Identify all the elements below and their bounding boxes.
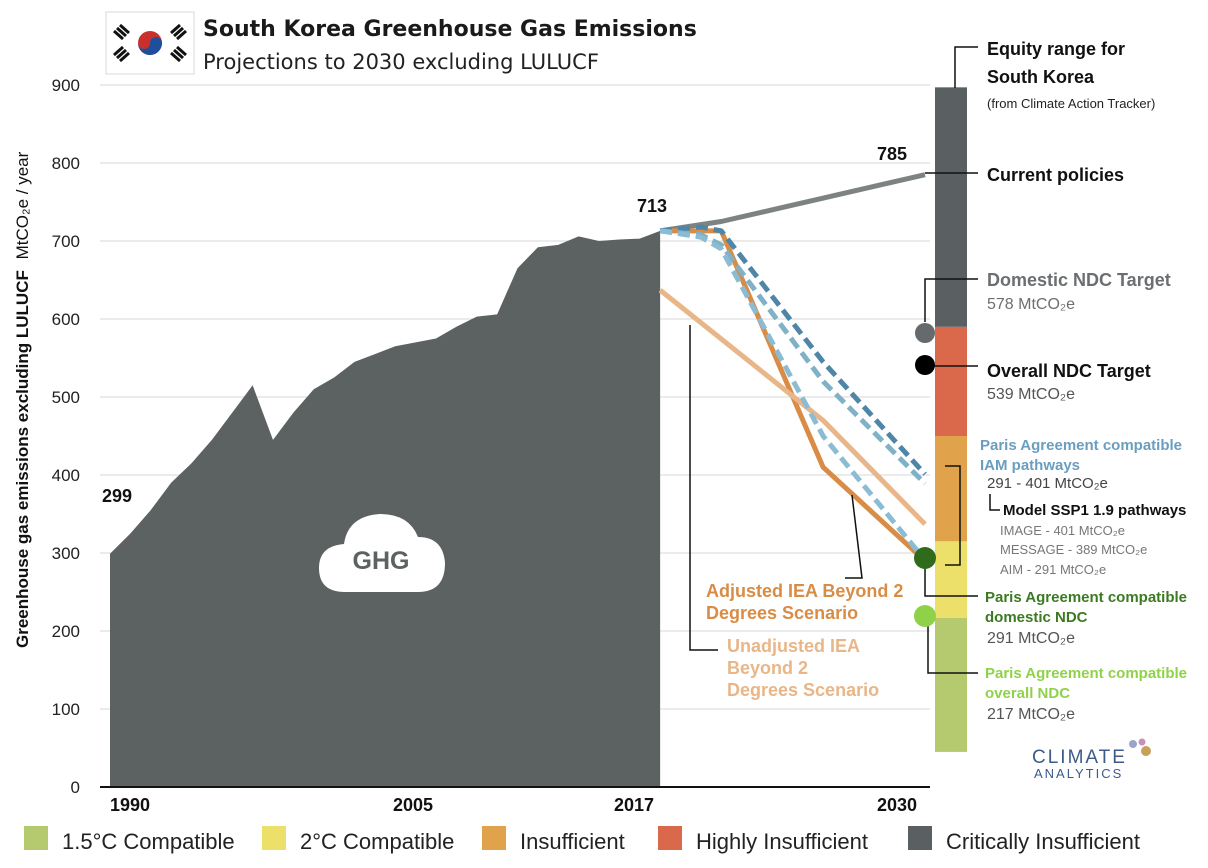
overall-ndc-label: Overall NDC Target — [987, 361, 1151, 381]
ghg-label: GHG — [353, 547, 410, 575]
start-value-label: 299 — [102, 486, 132, 506]
legend: 1.5°C Compatible 2°C Compatible Insufficie… — [24, 826, 1140, 854]
y-tick-label: 100 — [52, 700, 80, 719]
historical-emissions-area — [110, 230, 661, 788]
ssp-image: IMAGE - 401 MtCO₂e — [1000, 523, 1125, 538]
series-line-image — [659, 224, 927, 476]
domestic-ndc-value: 578 MtCO₂e — [987, 296, 1075, 313]
chart-subtitle: Projections to 2030 excluding LULUCF — [203, 50, 599, 74]
x-tick-2030: 2030 — [877, 795, 917, 815]
paris-domestic-label-1: Paris Agreement compatible — [985, 589, 1187, 606]
unadjusted-label-2: Beyond 2 — [727, 658, 808, 678]
paris-iam-label-2: IAM pathways — [980, 457, 1080, 474]
adjusted-label-2: Degrees Scenario — [706, 603, 858, 623]
series-line-current-policies — [659, 172, 926, 234]
y-axis-label-unit: MtCO₂e / year — [13, 151, 32, 259]
paris-overall-value: 217 MtCO₂e — [987, 706, 1075, 723]
paris-domestic-ndc-marker — [914, 547, 936, 569]
legend-label: 2°C Compatible — [300, 829, 454, 854]
series-line-message — [659, 228, 927, 486]
y-tick-label: 600 — [52, 310, 80, 329]
domestic-ndc-marker — [915, 323, 935, 343]
paris-overall-label-1: Paris Agreement compatible — [985, 665, 1187, 682]
unadjusted-leader-line — [689, 325, 718, 651]
y-tick-label: 300 — [52, 544, 80, 563]
climate-analytics-logo: CLIMATE ANALYTICS — [1032, 738, 1151, 781]
y-tick-label: 800 — [52, 154, 80, 173]
equity-segment-highly-insufficient — [935, 326, 967, 436]
legend-label: Highly Insufficient — [696, 829, 868, 854]
x-tick-1990: 1990 — [110, 795, 150, 815]
y-tick-label: 200 — [52, 622, 80, 641]
series-line-aim — [659, 228, 927, 562]
legend-swatch — [24, 826, 48, 850]
unadjusted-label-3: Degrees Scenario — [727, 680, 879, 700]
y-axis-label-main: Greenhouse gas emissions excluding LULUC… — [13, 270, 32, 648]
legend-swatch — [658, 826, 682, 850]
equity-title-1: Equity range for — [987, 39, 1125, 59]
equity-segment-2-c-compatible — [935, 541, 967, 618]
equity-source: (from Climate Action Tracker) — [987, 96, 1155, 111]
y-tick-label: 700 — [52, 232, 80, 251]
projection-lines — [658, 172, 927, 563]
paris-overall-label-2: overall NDC — [985, 685, 1070, 702]
right-leader-lines — [924, 46, 1000, 674]
paris-domestic-label-2: domestic NDC — [985, 609, 1088, 626]
y-axis-label: Greenhouse gas emissions excluding LULUC… — [13, 151, 32, 648]
overall-ndc-marker — [915, 355, 935, 375]
south-korea-flag-icon — [105, 11, 195, 75]
x-tick-2017: 2017 — [614, 795, 654, 815]
paris-overall-ndc-marker — [914, 605, 936, 627]
x-tick-2005: 2005 — [393, 795, 433, 815]
current-policies-label: Current policies — [987, 165, 1124, 185]
legend-label: 1.5°C Compatible — [62, 829, 235, 854]
y-tick-label: 0 — [71, 778, 80, 797]
legend-swatch — [482, 826, 506, 850]
ssp-aim: AIM - 291 MtCO₂e — [1000, 562, 1106, 577]
legend-swatch — [262, 826, 286, 850]
unadjusted-label-1: Unadjusted IEA — [727, 636, 860, 656]
historical-area — [110, 230, 661, 788]
y-tick-label: 400 — [52, 466, 80, 485]
ghg-cloud-icon: GHG — [319, 514, 445, 592]
adjusted-label-1: Adjusted IEA Beyond 2 — [706, 581, 903, 601]
logo-line-1: CLIMATE — [1032, 747, 1127, 768]
legend-label: Critically Insufficient — [946, 829, 1140, 854]
value-2030-label: 785 — [877, 144, 907, 164]
y-tick-label: 500 — [52, 388, 80, 407]
legend-swatch — [908, 826, 932, 850]
equity-title-2: South Korea — [987, 67, 1095, 87]
equity-range-bar — [935, 87, 967, 752]
series-line-adjusted-iea-beyond-2-degrees-scenario — [660, 228, 927, 563]
ssp-message: MESSAGE - 389 MtCO₂e — [1000, 542, 1147, 557]
logo-line-2: ANALYTICS — [1034, 766, 1123, 781]
domestic-ndc-label: Domestic NDC Target — [987, 270, 1171, 290]
y-tick-label: 900 — [52, 76, 80, 95]
paris-iam-label-1: Paris Agreement compatible — [980, 437, 1182, 454]
ssp-title: Model SSP1 1.9 pathways — [1003, 502, 1186, 519]
chart-title: South Korea Greenhouse Gas Emissions — [203, 17, 697, 42]
paris-iam-range: 291 - 401 MtCO₂e — [987, 475, 1108, 492]
series-line-unadjusted-iea-beyond-2-degrees-scenario — [658, 288, 927, 526]
overall-ndc-value: 539 MtCO₂e — [987, 386, 1075, 403]
paris-domestic-value: 291 MtCO₂e — [987, 630, 1075, 647]
equity-segment-critically-insufficient — [935, 87, 967, 327]
y-axis-ticks: 0 100 200 300 400 500 600 700 800 900 — [52, 76, 80, 797]
equity-segment-1-5-c-compatible — [935, 617, 967, 752]
adjusted-leader-line — [845, 494, 863, 579]
value-2017-label: 713 — [637, 196, 667, 216]
legend-label: Insufficient — [520, 829, 625, 854]
equity-segment-insufficient — [935, 436, 967, 542]
